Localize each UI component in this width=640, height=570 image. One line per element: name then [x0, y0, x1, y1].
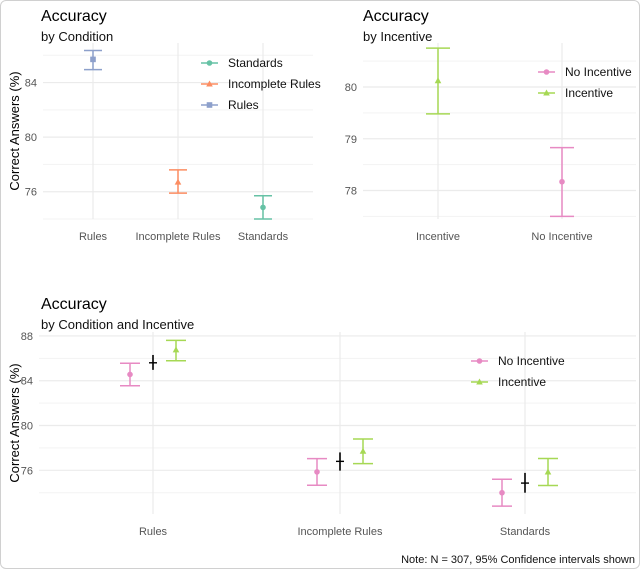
data-point-incentive [353, 438, 373, 465]
data-point-incentive [166, 339, 186, 362]
legend-label: Standards [228, 56, 283, 70]
data-point-incomplete-rules [169, 169, 187, 194]
chart-caption: Note: N = 307, 95% Confidence intervals … [401, 554, 635, 566]
legend-label: Rules [228, 98, 259, 112]
legend-entry: Standards [201, 56, 283, 70]
legend-entry: Incomplete Rules [201, 77, 321, 91]
x-tick-label: Standards [238, 231, 289, 243]
data-point-no-incentive [120, 362, 140, 387]
data-point-no-incentive [550, 146, 574, 218]
legend-key-marker [476, 378, 483, 385]
mean-marker [90, 56, 96, 63]
y-tick-label: 76 [25, 187, 37, 199]
y-tick-label: 84 [25, 78, 37, 90]
y-axis-label: Correct Answers (%) [7, 71, 22, 190]
legend-label: No Incentive [498, 354, 565, 368]
y-tick-label: 84 [21, 376, 33, 388]
chart-title: Accuracy [41, 296, 107, 313]
chart-panel-1: Accuracy by Condition 76 80 84 Rules Incomplet… [7, 8, 321, 243]
data-point-no-incentive [492, 478, 512, 507]
data-point-overall [521, 472, 529, 493]
legend-label: Incentive [565, 86, 613, 100]
data-point-standards [254, 195, 272, 220]
mean-marker [499, 489, 505, 496]
mean-marker [559, 178, 565, 185]
y-tick-label: 80 [25, 132, 37, 144]
legend-entry: Incentive [471, 375, 546, 389]
legend-label: No Incentive [565, 65, 632, 79]
x-tick-label: Incomplete Rules [136, 231, 221, 243]
chart-panel-3: Accuracy by Condition and Incentive 76 80 84… [7, 296, 636, 566]
legend-entry: Rules [201, 98, 259, 112]
data-point-no-incentive [307, 457, 327, 486]
legend: No Incentive Incentive [471, 354, 565, 389]
legend-label: Incentive [498, 375, 546, 389]
mean-marker [172, 346, 180, 353]
y-tick-label: 88 [21, 331, 33, 343]
y-tick-label: 79 [345, 134, 357, 146]
mean-marker [434, 77, 442, 84]
x-tick-label: Rules [79, 231, 108, 243]
legend-key-marker [206, 80, 213, 87]
legend-key-marker [543, 89, 550, 96]
legend-label: Incomplete Rules [228, 77, 321, 91]
legend-entry: No Incentive [471, 354, 565, 368]
x-tick-label: Incomplete Rules [298, 526, 383, 538]
chart-title: Accuracy [41, 8, 107, 25]
chart-subtitle: by Condition and Incentive [41, 317, 194, 332]
data-point-rules [84, 49, 102, 71]
legend-key-marker [206, 60, 213, 66]
legend-entry: No Incentive [538, 65, 632, 79]
y-tick-label: 76 [21, 465, 33, 477]
mean-marker [359, 447, 367, 454]
legend: Standards Incomplete Rules Rules [201, 56, 321, 112]
y-tick-label: 78 [345, 186, 357, 198]
mean-marker [260, 204, 266, 211]
chart-title: Accuracy [363, 8, 429, 25]
x-tick-label: Incentive [416, 231, 460, 243]
mean-marker [544, 468, 552, 475]
y-tick-label: 80 [345, 82, 357, 94]
chart-subtitle: by Condition [41, 29, 113, 44]
mean-marker [314, 469, 320, 475]
data-point-overall [149, 354, 157, 370]
data-point-incentive [426, 47, 450, 115]
y-axis-label: Correct Answers (%) [7, 363, 22, 482]
legend-entry: Incentive [538, 86, 613, 100]
x-tick-label: Standards [500, 526, 551, 538]
x-tick-label: No Incentive [531, 231, 592, 243]
data-point-overall [336, 452, 344, 471]
y-tick-label: 80 [21, 421, 33, 433]
mean-marker [174, 178, 182, 185]
legend: No Incentive Incentive [538, 65, 632, 100]
x-tick-label: Rules [139, 526, 168, 538]
data-point-incentive [538, 457, 558, 487]
chart-subtitle: by Incentive [363, 29, 432, 44]
legend-key-marker [476, 358, 483, 364]
legend-key-marker [543, 69, 550, 75]
legend-key-marker [206, 102, 213, 108]
mean-marker [127, 371, 133, 378]
